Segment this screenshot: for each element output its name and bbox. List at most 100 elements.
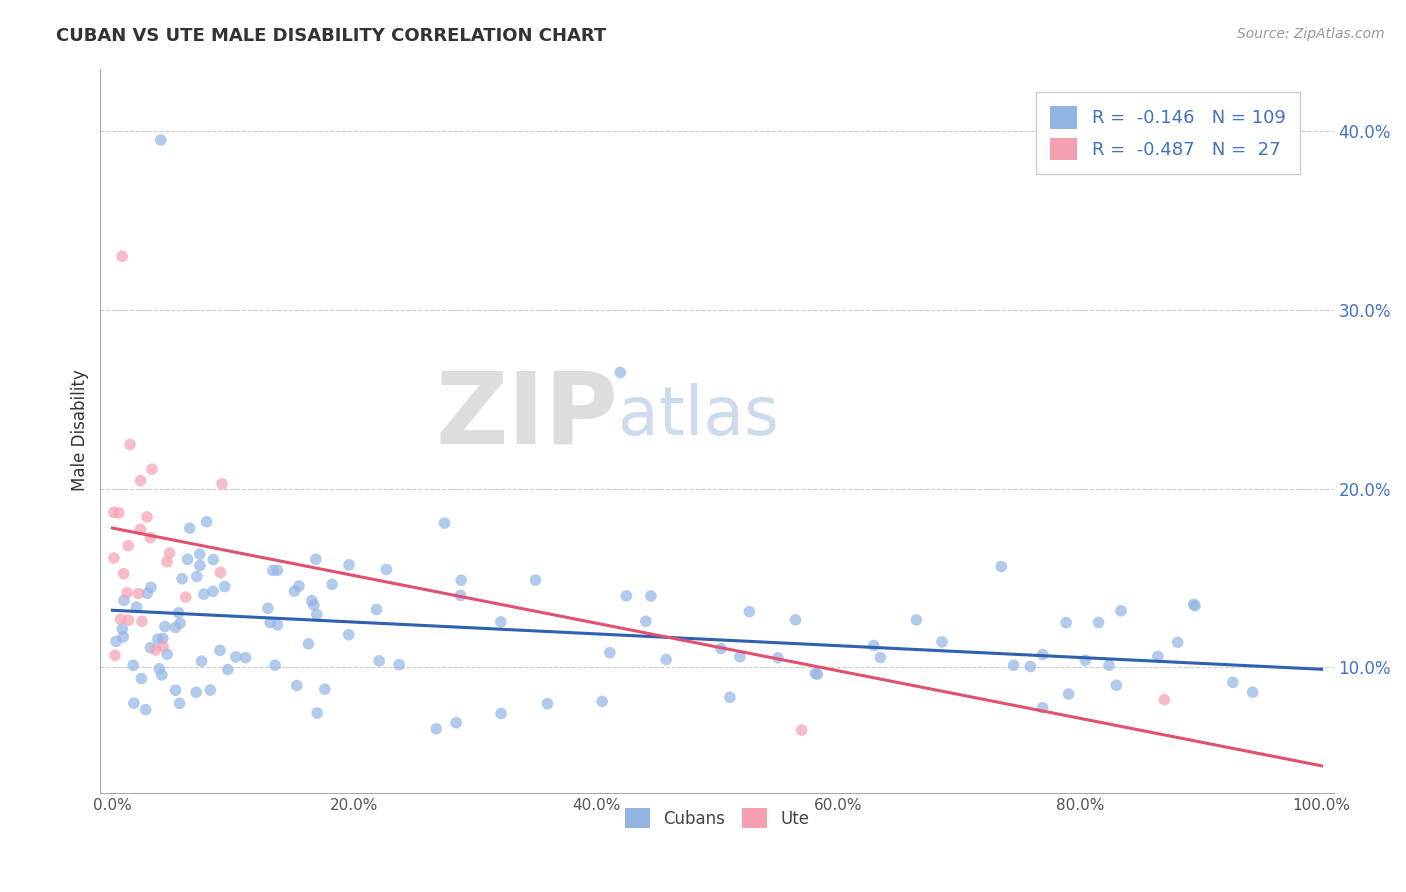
Point — [209, 566, 232, 580]
Point — [174, 590, 197, 604]
Point — [1002, 658, 1025, 673]
Point — [368, 654, 391, 668]
Point — [208, 643, 231, 657]
Point — [257, 601, 280, 615]
Point — [146, 632, 169, 646]
Point — [202, 552, 225, 566]
Point — [211, 476, 233, 491]
Point — [110, 612, 132, 626]
Point — [214, 580, 236, 594]
Point — [170, 572, 193, 586]
Point — [156, 647, 179, 661]
Point — [297, 637, 319, 651]
Point — [148, 662, 170, 676]
Point — [195, 515, 218, 529]
Point — [804, 666, 827, 681]
Point — [449, 588, 471, 602]
Point — [141, 462, 163, 476]
Point — [718, 690, 741, 705]
Point — [1147, 649, 1170, 664]
Point — [200, 683, 222, 698]
Point — [129, 474, 152, 488]
Point — [139, 531, 162, 545]
Point — [1032, 648, 1054, 662]
Point — [262, 563, 284, 577]
Point — [131, 672, 153, 686]
Point — [122, 658, 145, 673]
Point — [193, 587, 215, 601]
Point — [188, 558, 211, 573]
Point — [201, 584, 224, 599]
Point — [388, 657, 411, 672]
Point — [1222, 675, 1244, 690]
Point — [127, 586, 149, 600]
Point — [634, 615, 657, 629]
Point — [169, 616, 191, 631]
Point — [105, 634, 128, 648]
Point — [1032, 700, 1054, 714]
Point — [862, 639, 884, 653]
Text: atlas: atlas — [619, 383, 779, 449]
Point — [136, 586, 159, 600]
Point — [225, 650, 247, 665]
Point — [129, 522, 152, 536]
Point — [990, 559, 1012, 574]
Point — [111, 249, 134, 263]
Point — [305, 607, 328, 622]
Point — [165, 620, 187, 634]
Point — [766, 650, 789, 665]
Point — [655, 652, 678, 666]
Point — [288, 579, 311, 593]
Point — [307, 706, 329, 720]
Text: Source: ZipAtlas.com: Source: ZipAtlas.com — [1237, 27, 1385, 41]
Point — [122, 696, 145, 710]
Point — [217, 663, 239, 677]
Point — [104, 648, 127, 663]
Legend: Cubans, Ute: Cubans, Ute — [619, 801, 815, 835]
Point — [1109, 604, 1132, 618]
Point — [1019, 659, 1042, 673]
Point — [167, 606, 190, 620]
Point — [728, 649, 751, 664]
Point — [169, 697, 191, 711]
Point — [314, 682, 336, 697]
Point — [536, 697, 558, 711]
Point — [1241, 685, 1264, 699]
Point — [433, 516, 456, 531]
Point — [599, 646, 621, 660]
Point — [710, 641, 733, 656]
Point — [153, 619, 176, 633]
Point — [640, 589, 662, 603]
Point — [190, 654, 212, 668]
Point — [156, 555, 179, 569]
Point — [120, 437, 142, 451]
Point — [337, 628, 360, 642]
Text: CUBAN VS UTE MALE DISABILITY CORRELATION CHART: CUBAN VS UTE MALE DISABILITY CORRELATION… — [56, 27, 606, 45]
Point — [790, 723, 813, 737]
Point — [139, 580, 162, 594]
Point — [176, 552, 198, 566]
Point — [869, 650, 891, 665]
Point — [1184, 599, 1206, 613]
Point — [425, 722, 447, 736]
Point — [108, 506, 131, 520]
Point — [1098, 658, 1121, 673]
Point — [179, 521, 201, 535]
Point — [301, 593, 323, 607]
Point — [186, 685, 208, 699]
Point — [112, 630, 135, 644]
Point — [738, 605, 761, 619]
Point — [152, 640, 174, 654]
Point — [112, 566, 135, 581]
Point — [103, 551, 125, 566]
Point — [117, 539, 139, 553]
Text: ZIP: ZIP — [436, 368, 619, 465]
Point — [135, 703, 157, 717]
Point — [1153, 692, 1175, 706]
Point — [139, 640, 162, 655]
Point — [235, 650, 257, 665]
Point — [145, 643, 167, 657]
Point — [266, 618, 288, 632]
Point — [266, 563, 288, 577]
Point — [305, 552, 328, 566]
